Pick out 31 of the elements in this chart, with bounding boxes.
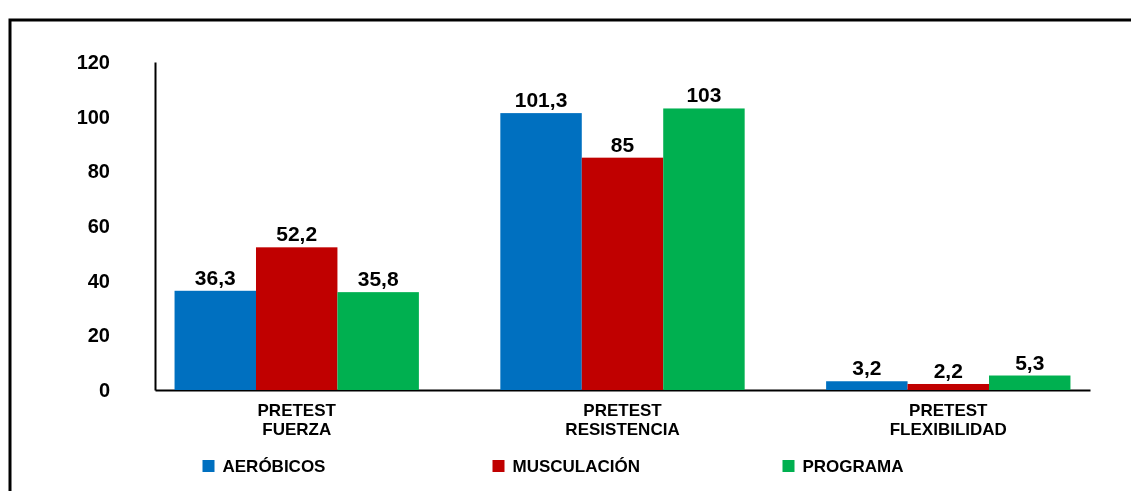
y-tick-label: 100 (76, 105, 110, 128)
legend-label: MUSCULACIÓN (512, 457, 640, 476)
y-tick-label: 120 (76, 50, 110, 73)
legend-label: PROGRAMA (802, 457, 904, 476)
bar (337, 292, 419, 390)
data-label: 85 (610, 132, 635, 156)
bar (174, 290, 256, 390)
bar (255, 247, 338, 390)
y-tick-label: 40 (87, 269, 110, 292)
legend-label: AERÓBICOS (222, 457, 326, 476)
data-label: 52,2 (276, 222, 318, 246)
data-label: 36,3 (194, 265, 236, 289)
data-label: 35,8 (357, 267, 399, 291)
x-tick-label: PRETEST RESISTENCIA (565, 401, 680, 439)
data-label: 103 (686, 83, 722, 107)
data-label: 101,3 (514, 88, 568, 112)
bar (826, 381, 908, 390)
x-tick-label: PRETEST FLEXIBILIDAD (889, 401, 1007, 439)
data-label: 2,2 (933, 358, 963, 382)
x-tick-label: PRETEST FUERZA (257, 401, 337, 439)
data-label: 3,2 (852, 356, 882, 380)
bar (581, 157, 664, 390)
y-tick-label: 20 (87, 324, 110, 347)
y-tick-label: 60 (87, 214, 110, 237)
bar (907, 383, 990, 390)
bar (663, 108, 745, 390)
data-label: 5,3 (1015, 350, 1045, 374)
bar (500, 113, 582, 390)
y-tick-label: 0 (98, 378, 110, 401)
y-tick-label: 80 (87, 160, 110, 183)
bar (989, 375, 1071, 390)
